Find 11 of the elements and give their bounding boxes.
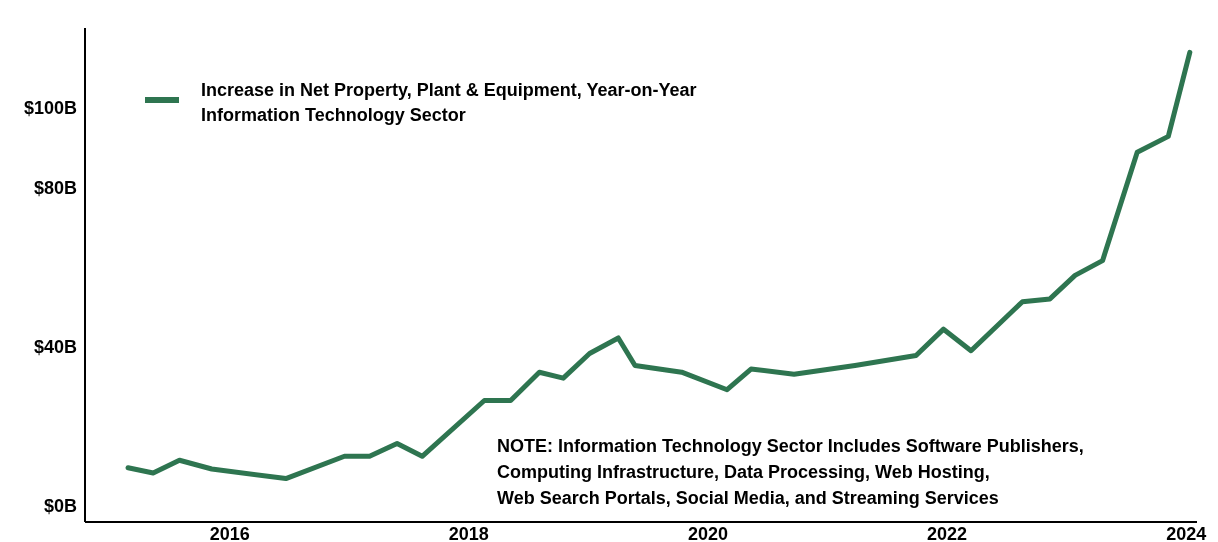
y-tick-label: $80B <box>33 177 77 198</box>
legend-label: Increase in Net Property, Plant & Equipment, Year-on-Year Information Technology Sector <box>201 80 697 125</box>
y-tick-label: $40B <box>33 337 77 358</box>
y-tick-label: $0B <box>43 496 77 517</box>
x-tick-label: 2016 <box>209 524 250 542</box>
x-tick-label: 2018 <box>448 524 489 542</box>
x-tick-label: 2022 <box>927 524 968 542</box>
annotation: NOTE: Information Technology Sector Includes Software Publishers, Computing Infrastructure, Data Processing, Web Hosting, Web Search Portals, Social Media, and Streaming Services <box>497 436 1084 508</box>
x-tick-label: 2020 <box>687 524 728 542</box>
x-tick-label: 2024 <box>1166 524 1207 542</box>
y-tick-label: $100B <box>23 97 77 118</box>
